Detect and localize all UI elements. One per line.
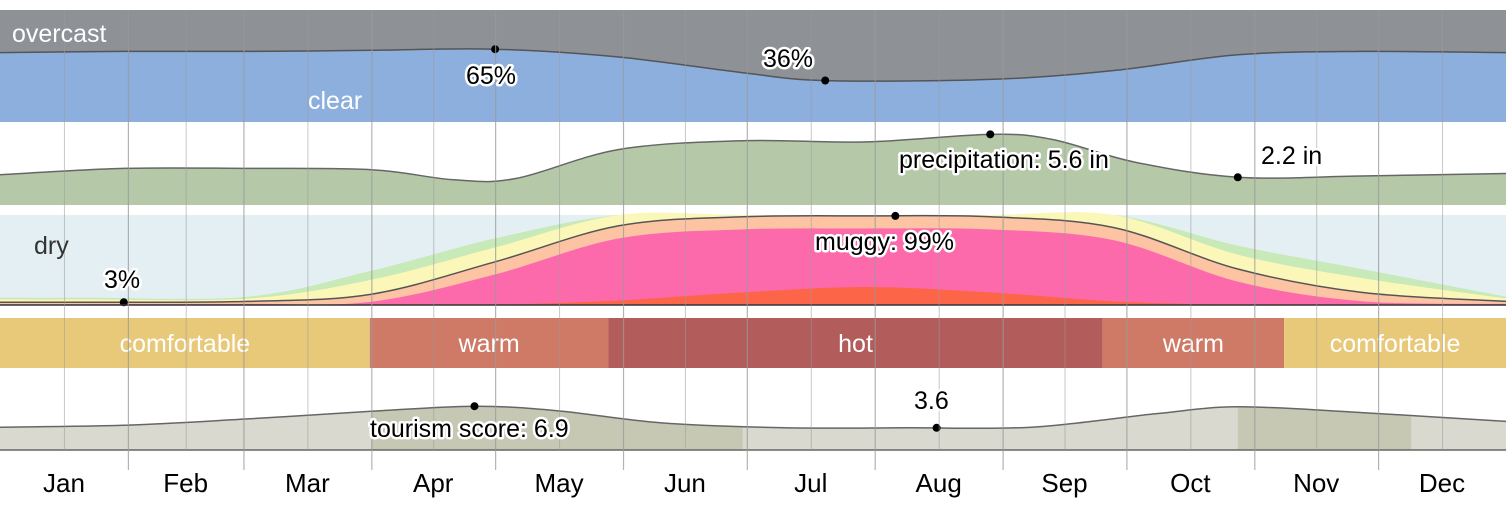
precipitation-panel [0, 130, 1506, 205]
precip-max-label: precipitation: 5.6 in [899, 146, 1109, 174]
month-gridlines [63, 10, 1444, 470]
muggy-max-point [891, 211, 900, 220]
temperature-band-1 [369, 318, 609, 368]
humid-min-label: 3% [104, 266, 140, 294]
overcast-label: overcast [12, 20, 107, 48]
tourism-best-range-1 [1237, 406, 1412, 450]
panel-labels: overcast clear 65% 36% precipitation: 5.… [12, 20, 1325, 446]
precipitation-max-point [986, 130, 995, 139]
clear-label: clear [308, 87, 362, 115]
temperature-band-label-0: comfortable [120, 330, 251, 358]
temperature-band-2 [608, 318, 1103, 368]
muggy-line [0, 214, 1506, 304]
dry-label: dry [34, 232, 69, 260]
month-label-jan: Jan [43, 468, 85, 498]
tourism-max-label: tourism score: 6.9 [370, 415, 569, 443]
temperature-band-label-3: warm [1162, 330, 1224, 358]
month-label-nov: Nov [1293, 468, 1339, 498]
month-label-may: May [535, 468, 584, 498]
clear-max-label: 65% [466, 62, 516, 90]
month-label-sep: Sep [1041, 468, 1087, 498]
tourism-min-point [932, 423, 941, 432]
month-label-mar: Mar [285, 468, 330, 498]
humid-max-label: muggy: 99% [815, 228, 954, 256]
temperature-band-panel: comfortable warm hot warm comfortable [0, 318, 1506, 368]
clear-min-label: 36% [763, 45, 813, 73]
cloud-cover-panel [0, 10, 1506, 123]
humid-band-miserable [495, 287, 1238, 305]
clear-area [0, 48, 1506, 123]
humidity-panel [0, 211, 1506, 307]
month-label-jun: Jun [664, 468, 706, 498]
month-label-oct: Oct [1170, 468, 1211, 498]
month-label-aug: Aug [916, 468, 962, 498]
temperature-band-label-4: comfortable [1330, 330, 1461, 358]
humid-band-oppressive [0, 228, 1506, 305]
tourism-panel [0, 402, 1506, 451]
precipitation-line [0, 133, 1506, 183]
temperature-band-label-2: hot [838, 330, 873, 358]
temperature-band-label-1: warm [458, 330, 520, 358]
clear-boundary-line [0, 48, 1506, 82]
month-label-feb: Feb [163, 468, 208, 498]
month-label-dec: Dec [1419, 468, 1465, 498]
precipitation-min-point [1233, 173, 1242, 182]
temperature-band-4 [1284, 318, 1506, 368]
precip-min-label: 2.2 in [1261, 142, 1322, 170]
tourism-line [0, 405, 1506, 430]
clear-min-point [821, 76, 830, 85]
month-label-jul: Jul [794, 468, 827, 498]
tourism-min-label: 3.6 [914, 387, 949, 415]
precipitation-area [0, 134, 1506, 205]
tourism-max-point [470, 402, 479, 411]
temperature-band-3 [1102, 318, 1285, 368]
month-label-apr: Apr [413, 468, 454, 498]
month-axis: Jan Feb Mar Apr May Jun Jul Aug Sep Oct Nov Dec [43, 468, 1465, 498]
